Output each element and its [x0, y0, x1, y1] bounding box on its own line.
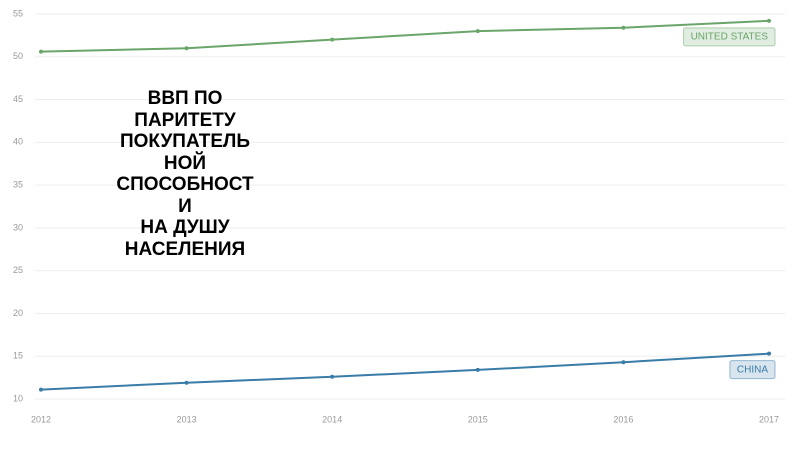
data-point [767, 351, 771, 356]
title-line: НОЙ [163, 152, 207, 174]
x-tick-label: 2015 [468, 414, 488, 424]
y-tick-label: 25 [13, 265, 23, 275]
data-point [184, 380, 189, 385]
y-tick-label: 40 [13, 137, 23, 147]
data-point [39, 387, 43, 392]
y-tick-label: 50 [13, 51, 23, 61]
chart-title: ВВП ПО ПАРИТЕТУ ПОКУПАТЕЛЬ НОЙ СПОСОБНОСТ И НА… [100, 88, 270, 260]
data-point [475, 367, 480, 372]
x-tick-label: 2013 [177, 414, 197, 424]
series-line [40, 352, 770, 391]
data-point [767, 18, 771, 23]
x-tick-label: 2016 [613, 414, 633, 424]
series-line [40, 19, 770, 53]
title-line: СПОСОБНОСТ [116, 174, 254, 195]
data-point [330, 37, 335, 42]
x-tick-label: 2012 [31, 414, 51, 424]
title-line: И [178, 195, 192, 217]
series-label: CHINA [729, 360, 776, 380]
data-point [184, 46, 189, 51]
title-line: ПАРИТЕТУ [134, 109, 236, 131]
x-tick-label: 2014 [322, 414, 342, 424]
data-point [330, 374, 335, 379]
y-tick-label: 20 [13, 308, 23, 318]
y-tick-label: 10 [13, 393, 23, 403]
title-line: ВВП ПО [147, 88, 223, 109]
title-line: НА ДУШУ [140, 217, 230, 238]
series-label-text: CHINA [737, 364, 768, 375]
data-point [39, 49, 43, 54]
series-label-text: UNITED STATES [691, 31, 769, 42]
x-tick-label: 2017 [759, 414, 779, 424]
series-label: UNITED STATES [683, 27, 776, 47]
data-point [475, 29, 480, 34]
data-point [621, 25, 626, 30]
y-tick-label: 15 [13, 351, 23, 361]
series-label-box [683, 27, 776, 47]
title-line: ПОКУПАТЕЛЬ [119, 131, 251, 152]
y-tick-label: 45 [13, 94, 23, 104]
title-line: НАСЕЛЕНИЯ [124, 238, 246, 260]
y-tick-label: 55 [13, 8, 23, 18]
y-tick-label: 35 [13, 179, 23, 189]
y-tick-label: 30 [13, 222, 23, 232]
series-label-box [729, 360, 776, 380]
data-point [621, 360, 626, 365]
